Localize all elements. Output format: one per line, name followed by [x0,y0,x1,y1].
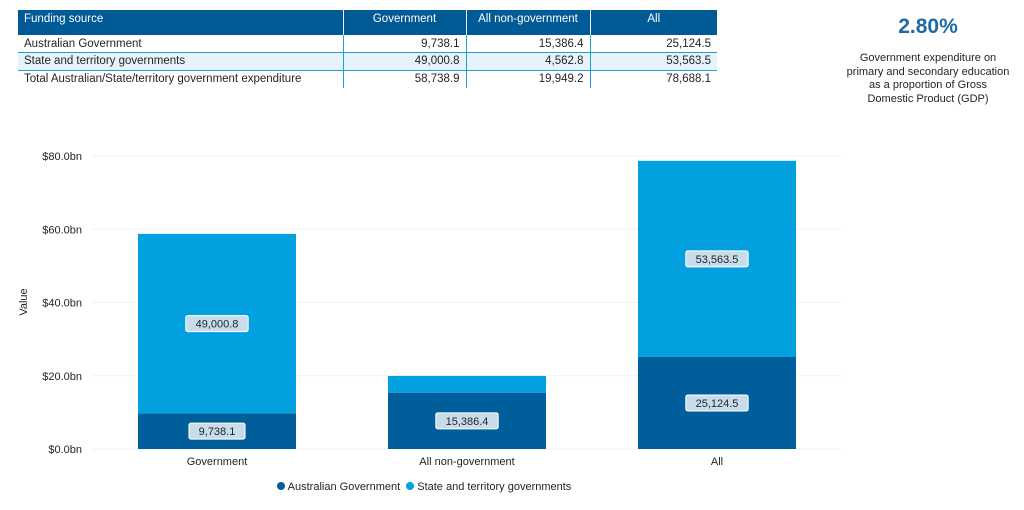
y-tick-label: $60.0bn [42,224,82,236]
table-row: Australian Government 9,738.1 15,386.4 2… [18,35,717,53]
data-label-box [685,394,749,412]
data-label: 15,386.4 [446,416,489,428]
bar-segment[interactable] [388,375,546,393]
data-label: 25,124.5 [696,398,739,410]
table-header-row: Funding source Government All non-govern… [18,10,717,35]
legend-marker-dot [276,482,285,490]
kpi-caption: Government expenditure on primary and se… [846,52,1010,105]
cell-value: 15,386.4 [466,35,591,53]
cell-value: 25,124.5 [590,35,717,53]
x-tick-label: All [711,456,723,468]
y-tick-label: $20.0bn [42,371,82,383]
legend-label: Australian Government [287,481,401,493]
cell-value: 58,738.9 [343,70,467,88]
kpi-value: 2.80% [898,15,958,38]
x-tick-label: Government [187,456,248,468]
row-label: State and territory governments [18,52,344,71]
row-label: Australian Government [18,35,344,53]
legend-marker-dot [406,482,415,490]
cell-value: 78,688.1 [666,73,711,85]
column-header-government[interactable]: Government [343,10,467,35]
row-label: Total Australian/State/territory governm… [18,70,344,88]
cell-value: 4,562.8 [466,52,591,71]
x-tick-label: All non-government [419,456,514,468]
chart-legend: Australian Government State and territor… [0,481,848,493]
data-label: 49,000.8 [196,319,239,331]
column-header-funding-source[interactable]: Funding source [18,10,344,35]
legend-label: State and territory governments [417,481,572,493]
y-tick-label: $80.0bn [42,151,82,163]
column-header-all-non-government[interactable]: All non-government [466,10,591,35]
y-tick-label: $40.0bn [42,298,82,310]
funding-source-table: Funding source Government All non-govern… [18,10,717,88]
cell-value: 19,949.2 [466,70,591,88]
data-label-box [188,422,246,440]
gdp-proportion-card: 2.80% Government expenditure on primary … [845,12,1011,106]
data-label-box [185,315,249,333]
cell-value: 49,000.8 [343,52,467,71]
column-header-all[interactable]: All [590,10,717,35]
legend-item-australian-government[interactable]: Australian Government [276,481,401,493]
legend-item-state-territory-governments[interactable]: State and territory governments [406,481,571,493]
cell-value: 9,738.1 [343,35,467,53]
data-label: 9,738.1 [199,426,236,438]
table-row: State and territory governments 49,000.8… [18,52,717,71]
data-label-box [685,250,749,268]
y-axis-title: Value [18,288,30,315]
data-label: 53,563.5 [696,254,739,266]
data-label-box [435,412,499,430]
table-row: Total Australian/State/territory governm… [18,70,717,88]
y-tick-label: $0.0bn [48,444,82,456]
cell-value: 53,563.5 [590,52,717,71]
